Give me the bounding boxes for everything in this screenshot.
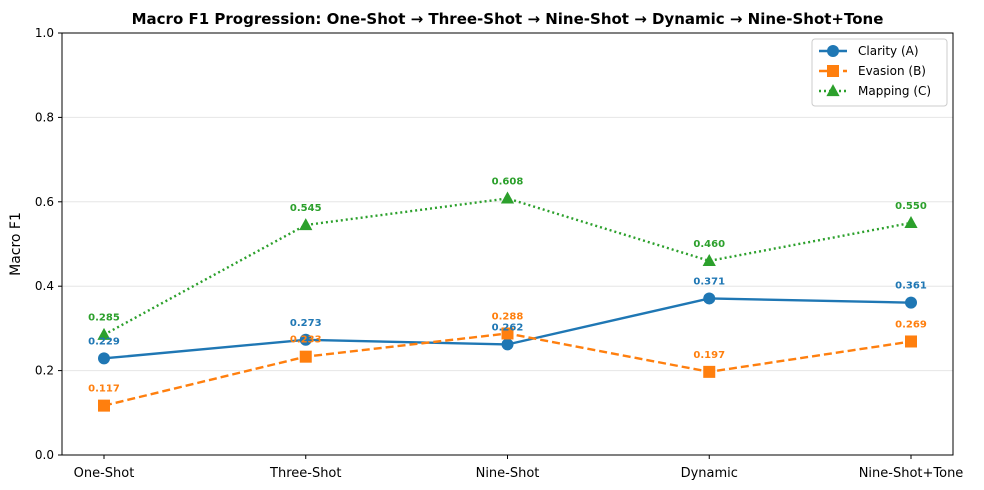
legend-label: Clarity (A) xyxy=(858,44,919,58)
data-label: 0.550 xyxy=(895,201,927,212)
data-label: 0.229 xyxy=(88,336,120,347)
data-point xyxy=(98,352,110,365)
y-tick-label: 0.6 xyxy=(35,195,54,209)
legend-label: Mapping (C) xyxy=(858,84,931,98)
data-point xyxy=(702,253,716,266)
data-label: 0.197 xyxy=(693,350,725,361)
x-axis-ticks: One-Shot Three-Shot Nine-Shot Dynamic Nine-S… xyxy=(74,455,964,481)
legend-label: Evasion (B) xyxy=(858,64,926,78)
data-point xyxy=(500,191,515,204)
data-point xyxy=(703,365,716,378)
legend-box xyxy=(811,38,948,107)
data-label: 0.608 xyxy=(492,176,524,187)
y-tick-label: 0.8 xyxy=(35,110,54,124)
x-tick-label: Nine-Shot+Tone xyxy=(859,466,964,481)
data-point xyxy=(703,292,716,305)
data-point xyxy=(299,218,313,231)
data-point xyxy=(501,327,514,340)
data-label: 0.233 xyxy=(290,335,322,346)
series-markers xyxy=(97,191,918,412)
data-labels: 0.229 0.273 0.262 0.371 0.361 0.117 0.233 0.288… xyxy=(88,176,927,394)
y-tick-label: 0.2 xyxy=(35,364,54,378)
data-point xyxy=(98,399,110,412)
data-label: 0.460 xyxy=(693,239,725,250)
data-point xyxy=(501,338,514,351)
data-label: 0.371 xyxy=(693,276,725,287)
chart-title: Macro F1 Progression: One-Shot → Three-S… xyxy=(132,10,884,28)
legend-marker xyxy=(827,65,839,77)
y-tick-label: 0.4 xyxy=(35,279,54,293)
data-point xyxy=(905,296,917,309)
y-axis-label: Macro F1 xyxy=(8,212,24,276)
data-point xyxy=(299,333,312,346)
y-tick-label: 1.0 xyxy=(35,26,54,40)
data-label: 0.545 xyxy=(290,203,322,214)
data-label: 0.269 xyxy=(895,319,927,330)
x-tick-label: Three-Shot xyxy=(269,466,341,481)
y-tick-label: 0.0 xyxy=(35,448,54,462)
x-tick-label: Nine-Shot xyxy=(476,466,540,481)
data-label: 0.288 xyxy=(492,311,524,322)
legend: Clarity (A) Evasion (B) Mapping (C) xyxy=(811,38,948,107)
series-lines xyxy=(103,197,912,407)
data-point xyxy=(299,350,312,363)
data-point xyxy=(904,216,918,228)
data-point xyxy=(97,327,111,340)
legend-marker xyxy=(826,84,840,97)
data-label: 0.273 xyxy=(290,318,322,329)
legend-marker xyxy=(827,45,839,57)
data-label: 0.117 xyxy=(88,384,120,395)
data-point xyxy=(905,335,917,348)
data-label: 0.285 xyxy=(88,313,120,324)
x-tick-label: One-Shot xyxy=(74,466,135,481)
data-label: 0.262 xyxy=(492,322,524,333)
x-tick-label: Dynamic xyxy=(681,466,738,481)
y-axis-ticks: 0.0 0.2 0.4 0.6 0.8 1.0 xyxy=(35,26,62,462)
data-label: 0.361 xyxy=(895,281,927,292)
